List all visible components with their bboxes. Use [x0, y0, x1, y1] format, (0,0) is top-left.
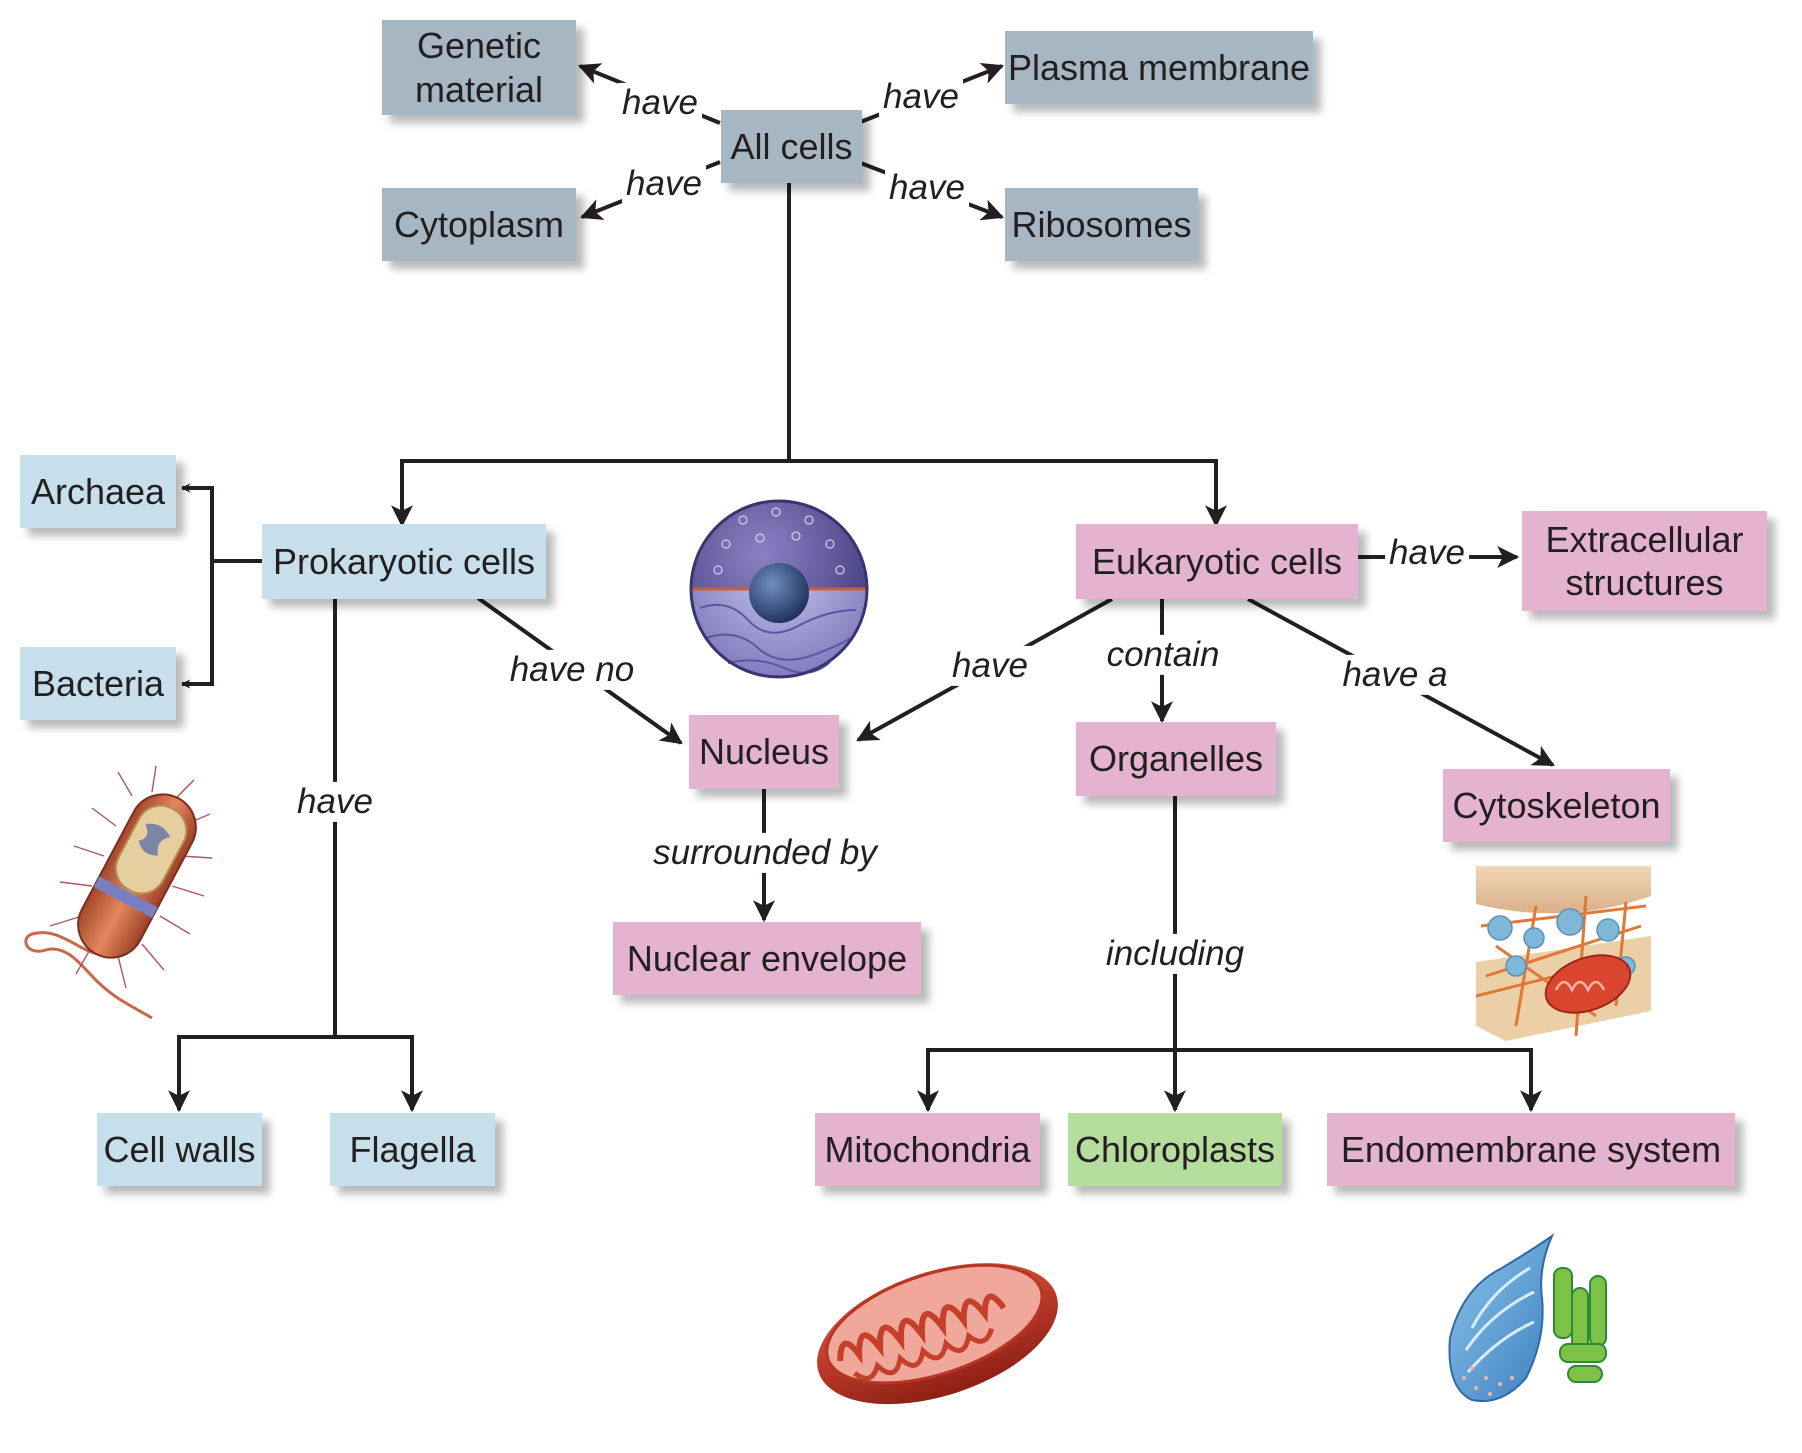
label-contain: contain — [1102, 634, 1224, 676]
label-have-prok: have — [293, 781, 377, 823]
label-have-genetic: have — [618, 82, 702, 124]
label-surrounded-by: surrounded by — [649, 832, 881, 874]
label-have-a: have a — [1338, 654, 1452, 696]
nucleus-illustration — [689, 499, 869, 679]
node-bacteria: Bacteria — [20, 647, 176, 720]
label-have-no: have no — [505, 649, 639, 691]
node-nucleus: Nucleus — [689, 715, 839, 789]
node-extracellular-structures: Extracellular structures — [1522, 511, 1767, 611]
node-cytoplasm: Cytoplasm — [382, 188, 576, 261]
label-have-cytoplasm: have — [622, 163, 706, 205]
label-have-plasma: have — [879, 76, 963, 118]
node-archaea: Archaea — [20, 455, 176, 528]
node-genetic-material: Genetic material — [382, 20, 576, 115]
node-chloroplasts: Chloroplasts — [1068, 1113, 1282, 1186]
node-organelles: Organelles — [1076, 722, 1276, 796]
label-have-nucleus: have — [948, 645, 1032, 687]
node-mitochondria: Mitochondria — [815, 1113, 1040, 1186]
endomembrane-illustration — [1448, 1233, 1607, 1402]
node-plasma-membrane: Plasma membrane — [1005, 31, 1313, 104]
node-nuclear-envelope: Nuclear envelope — [613, 922, 921, 995]
node-endomembrane-system: Endomembrane system — [1327, 1113, 1735, 1186]
node-eukaryotic-cells: Eukaryotic cells — [1076, 524, 1358, 599]
label-have-extracellular: have — [1385, 532, 1469, 574]
label-including: including — [1101, 933, 1249, 975]
bacterium-illustration — [24, 766, 213, 1020]
mitochondrion-illustration — [817, 1263, 1058, 1405]
node-cell-walls: Cell walls — [97, 1113, 262, 1186]
node-all-cells: All cells — [721, 110, 862, 183]
node-ribosomes: Ribosomes — [1005, 188, 1198, 261]
node-cytoskeleton: Cytoskeleton — [1443, 769, 1670, 842]
label-have-ribosomes: have — [885, 167, 969, 209]
node-prokaryotic-cells: Prokaryotic cells — [262, 524, 546, 599]
cytoskeleton-illustration — [1476, 866, 1651, 1041]
node-flagella: Flagella — [330, 1113, 495, 1186]
